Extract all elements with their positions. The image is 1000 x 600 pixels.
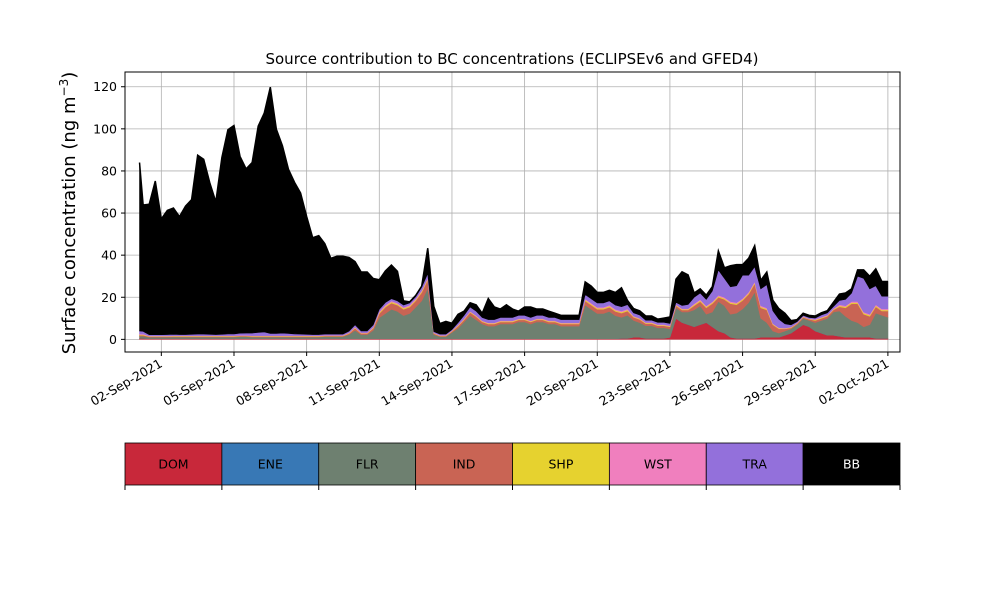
x-tick-label: 17-Sep-2021 (451, 356, 528, 409)
y-tick-label: 0 (109, 332, 117, 347)
legend-label-ind: IND (453, 457, 476, 472)
x-tick-label: 14-Sep-2021 (378, 356, 455, 409)
legend-swatch-wst (608, 442, 707, 486)
y-axis-label: Surface concentration (ng m−3) (57, 72, 80, 355)
x-tick-label: 29-Sep-2021 (742, 356, 819, 409)
legend-label-tra: TRA (742, 457, 768, 472)
y-axis-label-suffix: ) (59, 72, 80, 79)
legend-swatch-bb (802, 442, 901, 486)
y-tick-label: 20 (101, 290, 117, 305)
legend-label-shp: SHP (549, 457, 574, 472)
stacked-areas (138, 86, 889, 340)
legend-swatch-ind (415, 442, 513, 486)
total-outline (138, 86, 888, 325)
x-tick-label: 05-Sep-2021 (160, 356, 237, 409)
x-tick-label: 02-Sep-2021 (88, 356, 165, 409)
y-tick-label: 120 (93, 79, 117, 94)
x-tick-label: 20-Sep-2021 (524, 356, 601, 409)
legend-label-flr: FLR (356, 457, 379, 472)
x-tick-label: 02-Oct-2021 (816, 356, 892, 408)
y-axis-label-superscript: −3 (57, 79, 71, 97)
x-tick-label: 08-Sep-2021 (233, 356, 310, 409)
legend-swatch-flr (318, 442, 417, 486)
legend-swatch-tra (705, 442, 804, 486)
legend-swatch-shp (512, 442, 610, 486)
y-axis-label-main: Surface concentration (ng m (59, 96, 80, 354)
y-tick-label: 100 (93, 121, 117, 136)
legend-swatch-ene (221, 442, 320, 486)
y-tick-label: 40 (101, 248, 117, 263)
legend: DOM ENE FLR IND SHP WST TRA BB (124, 442, 901, 490)
legend-label-bb: BB (843, 457, 860, 472)
legend-label-ene: ENE (258, 457, 283, 472)
y-tick-label: 80 (101, 163, 117, 178)
plot-frame (124, 71, 901, 353)
y-tick-label: 60 (101, 206, 117, 221)
x-tick-label: 26-Sep-2021 (669, 356, 746, 409)
legend-label-wst: WST (644, 457, 672, 472)
x-tick-label: 11-Sep-2021 (306, 356, 383, 409)
x-tick-label: 23-Sep-2021 (596, 356, 673, 409)
chart-title: Source contribution to BC concentrations… (265, 50, 758, 68)
legend-label-dom: DOM (158, 457, 188, 472)
